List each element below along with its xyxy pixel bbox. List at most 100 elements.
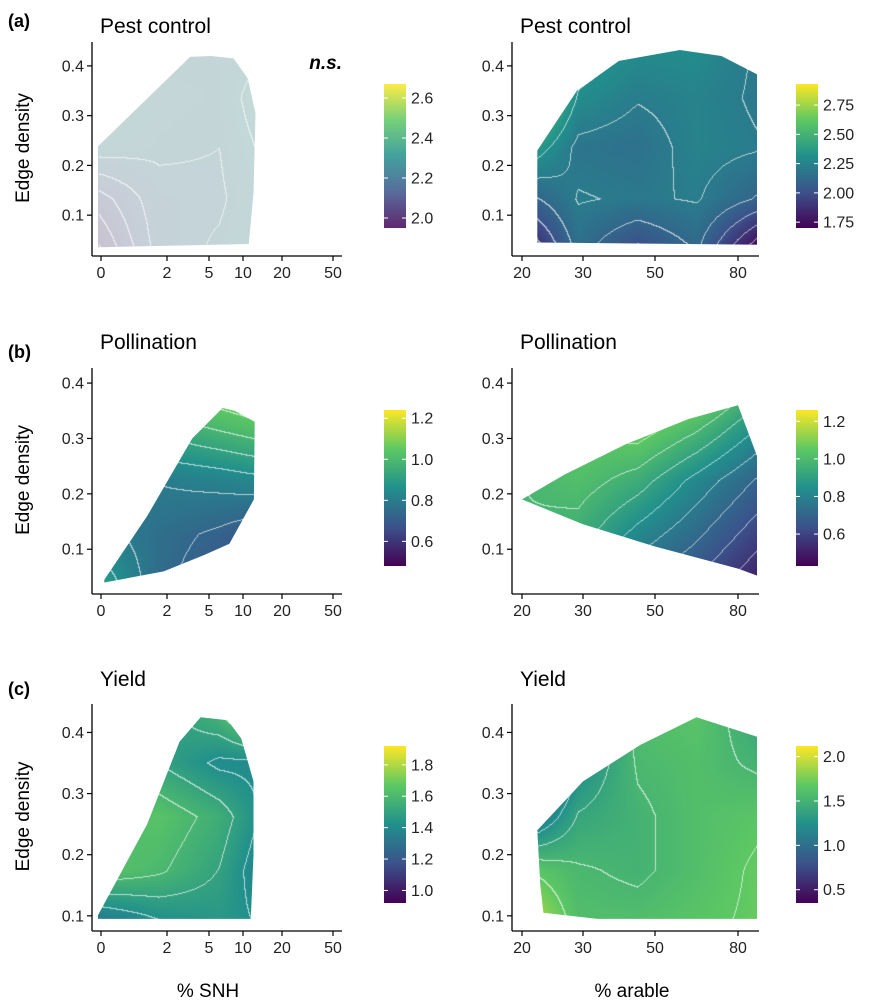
colorbar <box>384 746 406 903</box>
y-tick-label: 0.2 <box>62 486 84 503</box>
colorbar <box>384 410 406 566</box>
x-tick-label: 10 <box>234 940 252 957</box>
y-tick-label: 0.2 <box>482 486 504 503</box>
colorbar-tick-label: 1.5 <box>823 793 845 810</box>
colorbar-tick-label: 2.75 <box>823 98 854 115</box>
panel-title: Pollination <box>520 331 617 354</box>
heatmap-surface <box>522 405 757 586</box>
colorbar-tick-label: 1.2 <box>411 852 433 869</box>
colorbar-tick-label: 0.6 <box>823 527 845 544</box>
heatmap-surface <box>98 717 254 919</box>
x-tick-label: 80 <box>729 940 747 957</box>
colorbar <box>796 746 818 903</box>
panel-pest-snh: Pest control n.s. 0.1 0.2 0.3 0.4 0 2 5 10 20 50 Edg… <box>13 15 433 282</box>
y-tick-label: 0.3 <box>482 431 504 448</box>
x-tick-label: 2 <box>163 265 172 282</box>
panel-title: Pest control <box>520 15 631 38</box>
heatmap-surface <box>537 717 757 919</box>
colorbar-tick-label: 1.2 <box>823 414 845 431</box>
heatmap-surface <box>537 50 757 245</box>
y-tick-label: 0.2 <box>62 847 84 864</box>
x-tick-label: 0 <box>97 265 106 282</box>
y-tick-label: 0.4 <box>62 376 84 393</box>
x-axis-label-snh: % SNH <box>177 981 239 1002</box>
y-tick-label: 0.1 <box>482 542 504 559</box>
colorbar-tick-label: 2.00 <box>823 185 854 202</box>
x-axis-label-arable: % arable <box>595 981 670 1002</box>
panel-title: Yield <box>520 668 566 691</box>
panel-yield-snh: Yield 0.1 0.2 0.3 0.4 0 2 5 10 20 50 Edge density 1.… <box>13 668 433 957</box>
y-tick-label: 0.4 <box>482 376 504 393</box>
colorbar <box>796 84 818 228</box>
x-tick-label: 10 <box>234 603 252 620</box>
x-tick-label: 0 <box>97 603 106 620</box>
colorbar-tick-label: 1.0 <box>411 883 433 900</box>
x-tick-label: 20 <box>513 603 531 620</box>
colorbar-tick-label: 1.0 <box>411 452 433 469</box>
colorbar-tick-label: 2.0 <box>823 749 845 766</box>
x-tick-label: 5 <box>205 940 214 957</box>
y-tick-label: 0.1 <box>482 908 504 925</box>
x-tick-label: 50 <box>646 603 664 620</box>
panel-title: Yield <box>100 668 146 691</box>
x-tick-label: 30 <box>574 940 592 957</box>
colorbar-tick-label: 2.2 <box>411 171 433 188</box>
y-tick-label: 0.2 <box>62 158 84 175</box>
x-tick-label: 20 <box>273 603 291 620</box>
colorbar-tick-label: 1.4 <box>411 820 433 837</box>
x-tick-label: 20 <box>273 265 291 282</box>
colorbar-tick-label: 0.6 <box>411 534 433 551</box>
x-tick-label: 2 <box>163 940 172 957</box>
colorbar-tick-label: 2.25 <box>823 156 854 173</box>
panel-letter-b: (b) <box>8 342 31 362</box>
y-tick-label: 0.3 <box>62 786 84 803</box>
y-tick-label: 0.4 <box>482 58 504 75</box>
colorbar-tick-label: 1.0 <box>823 838 845 855</box>
x-tick-label: 50 <box>324 603 342 620</box>
panel-title: Pollination <box>100 331 197 354</box>
colorbar-tick-label: 2.4 <box>411 131 433 148</box>
panel-yield-arable: Yield 0.1 0.2 0.3 0.4 20 30 50 80 0.5 1.0 1.5 2.0 <box>482 668 846 957</box>
y-tick-label: 0.3 <box>62 108 84 125</box>
x-tick-label: 80 <box>729 603 747 620</box>
y-tick-label: 0.4 <box>482 725 504 742</box>
colorbar-tick-label: 1.0 <box>823 451 845 468</box>
x-tick-label: 80 <box>729 265 747 282</box>
y-axis-label: Edge density <box>13 425 34 535</box>
colorbar-tick-label: 2.50 <box>823 127 854 144</box>
x-tick-label: 0 <box>97 940 106 957</box>
y-tick-label: 0.1 <box>62 208 84 225</box>
x-tick-label: 50 <box>646 940 664 957</box>
x-tick-label: 20 <box>273 940 291 957</box>
y-tick-label: 0.2 <box>482 847 504 864</box>
panel-letter-a: (a) <box>8 11 30 31</box>
x-tick-label: 30 <box>574 265 592 282</box>
colorbar-tick-label: 2.0 <box>411 211 433 228</box>
colorbar-tick-label: 2.6 <box>411 91 433 108</box>
x-tick-label: 20 <box>513 265 531 282</box>
x-tick-label: 50 <box>646 265 664 282</box>
significance-annotation: n.s. <box>309 53 342 74</box>
y-tick-label: 0.1 <box>62 908 84 925</box>
x-tick-label: 5 <box>205 603 214 620</box>
x-tick-label: 2 <box>163 603 172 620</box>
x-tick-label: 30 <box>574 603 592 620</box>
y-tick-label: 0.2 <box>482 158 504 175</box>
y-tick-label: 0.4 <box>62 58 84 75</box>
y-tick-label: 0.1 <box>482 208 504 225</box>
x-tick-label: 50 <box>324 265 342 282</box>
panel-poll-arable: Pollination 0.1 0.2 0.3 0.4 20 30 50 80 0.6 0.8 1.0… <box>482 331 846 620</box>
panel-letter-c: (c) <box>8 679 30 699</box>
colorbar-tick-label: 0.5 <box>823 882 845 899</box>
y-axis-label: Edge density <box>13 761 34 871</box>
colorbar-tick-label: 1.8 <box>411 757 433 774</box>
colorbar-tick-label: 0.8 <box>823 489 845 506</box>
x-tick-label: 50 <box>324 940 342 957</box>
heatmap-surface <box>98 56 256 248</box>
x-tick-label: 5 <box>205 265 214 282</box>
colorbar <box>384 84 406 228</box>
colorbar-tick-label: 0.8 <box>411 493 433 510</box>
y-tick-label: 0.3 <box>62 431 84 448</box>
